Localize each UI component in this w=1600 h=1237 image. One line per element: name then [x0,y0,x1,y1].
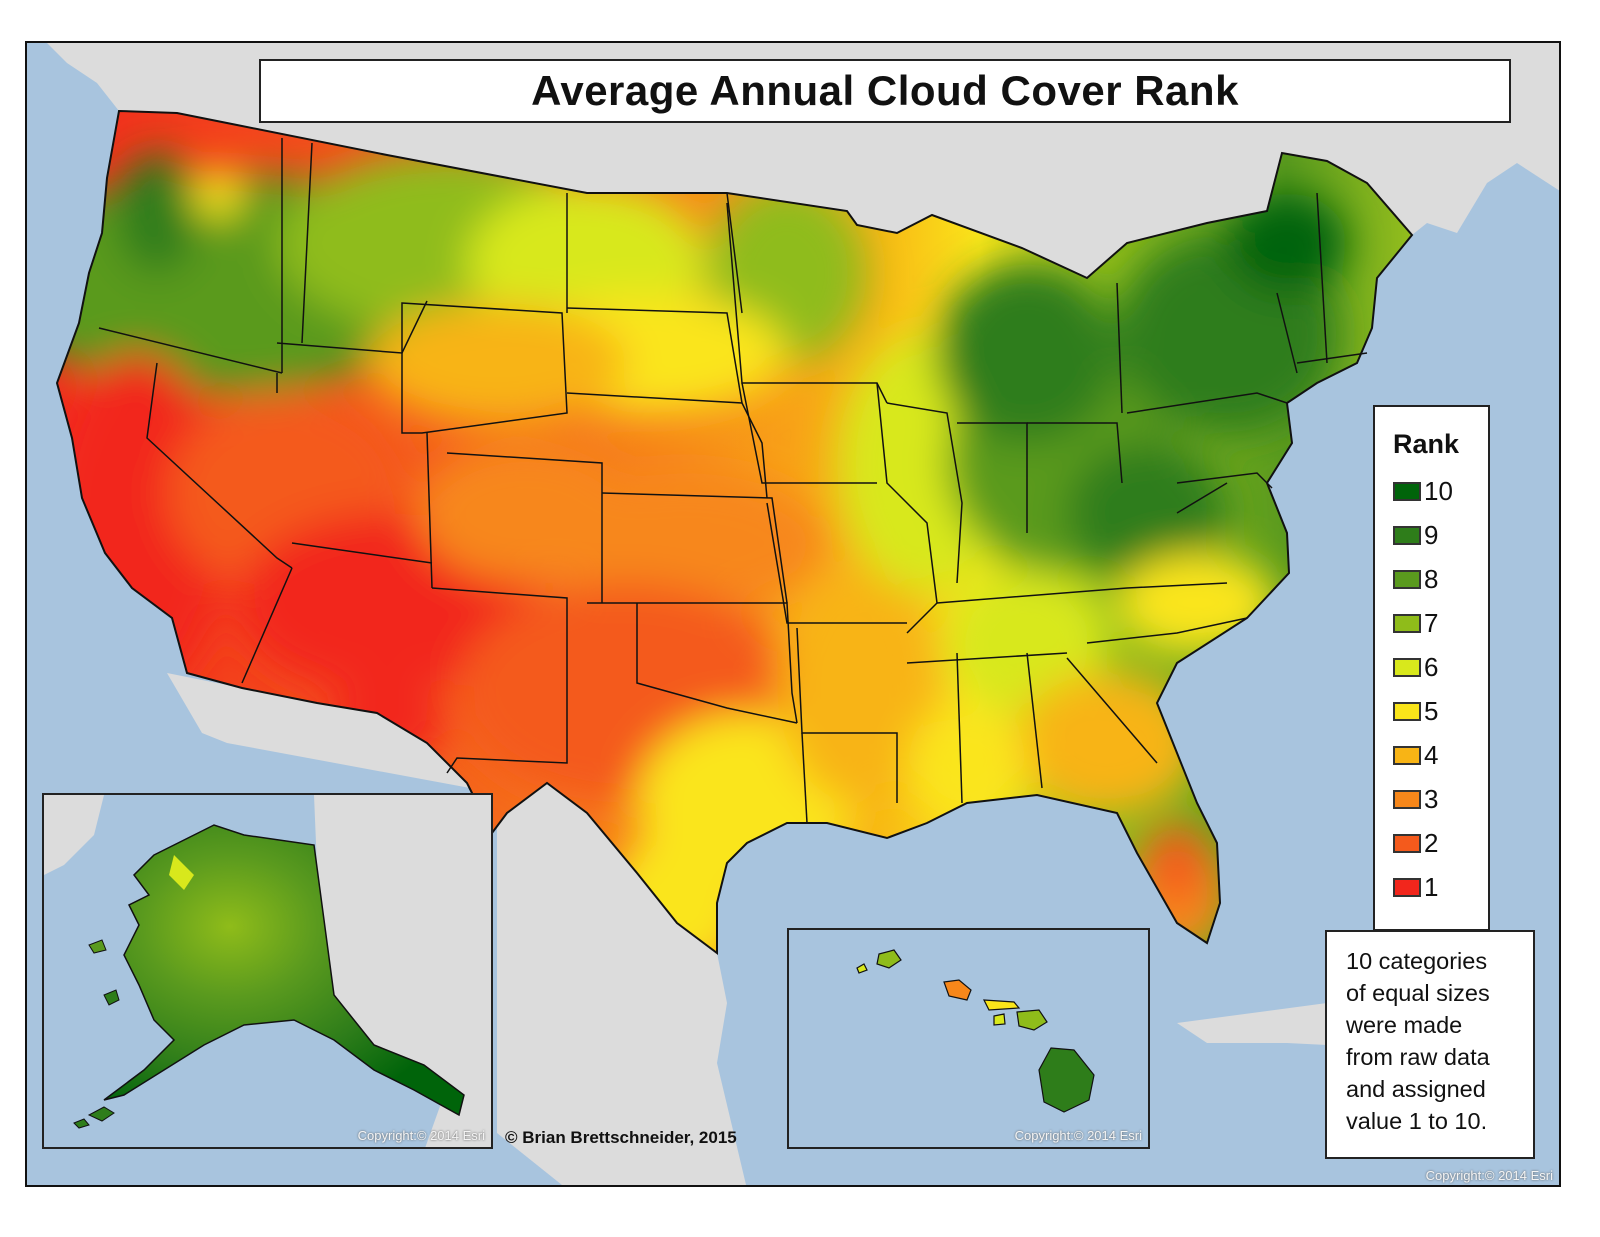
legend-item-5: 5 [1393,695,1439,726]
legend-swatch [1393,745,1421,765]
copyright-alaska: Copyright:© 2014 Esri [357,1128,485,1143]
hawaiian-islands [856,949,1095,1113]
legend-label: 4 [1424,739,1439,770]
molokai-island [982,999,1021,1011]
legend-item-4: 4 [1393,739,1439,770]
oahu-island [943,979,972,1001]
niihau-island [856,963,868,974]
cloud-cover-layer [57,111,1412,953]
note-line: value 1 to 10. [1346,1108,1488,1134]
note-line: 10 categories [1346,948,1488,974]
hawaii-inset: Copyright:© 2014 Esri [787,928,1150,1149]
russia-land [44,795,104,875]
legend-label: 8 [1424,563,1439,594]
legend-swatch [1393,877,1421,897]
legend-item-8: 8 [1393,563,1439,594]
maui-island [1016,1009,1048,1031]
st-lawrence-island [88,939,107,954]
big-island [1038,1047,1095,1113]
legend-swatch [1393,701,1421,721]
aleutian-islands [73,1106,115,1129]
legend-swatch [1393,525,1421,545]
legend-label: 3 [1424,783,1439,814]
copyright-hawaii: Copyright:© 2014 Esri [1014,1128,1142,1143]
lanai-island [993,1013,1006,1026]
legend-item-10: 10 [1393,475,1453,506]
state-boundaries [55,109,1414,955]
legend-item-7: 7 [1393,607,1439,638]
legend-label: 10 [1424,475,1453,506]
legend: Rank 10 9 8 7 6 5 4 3 [1373,405,1490,931]
legend-item-3: 3 [1393,783,1439,814]
legend-swatch [1393,481,1421,501]
hawaii-map [789,930,1148,1147]
legend-label: 9 [1424,519,1439,550]
legend-label: 6 [1424,651,1439,682]
legend-swatch [1393,657,1421,677]
legend-label: 1 [1424,871,1439,902]
map-frame: Average Annual Cloud Cover Rank Rank 10 … [25,41,1561,1187]
note-line: from raw data [1346,1044,1490,1070]
note-line: of equal sizes [1346,980,1490,1006]
legend-item-1: 1 [1393,871,1439,902]
legend-label: 2 [1424,827,1439,858]
alaska-map [44,795,491,1147]
canada-land [314,795,491,1147]
legend-swatch [1393,613,1421,633]
kauai-island [876,949,902,969]
contiguous-us-map [27,43,1559,1185]
mexico-land [167,673,747,1185]
note-line: and assigned [1346,1076,1486,1102]
map-title: Average Annual Cloud Cover Rank [531,67,1239,114]
legend-item-9: 9 [1393,519,1439,550]
nunivak-island [103,989,120,1006]
copyright-main: Copyright:© 2014 Esri [1425,1168,1553,1183]
alaska-land [103,824,465,1117]
map-title-box: Average Annual Cloud Cover Rank [259,59,1511,123]
alaska-peninsula-highlight [169,855,194,890]
legend-swatch [1393,789,1421,809]
legend-swatch [1393,833,1421,853]
note-line: were made [1346,1012,1463,1038]
legend-item-2: 2 [1393,827,1439,858]
alaska-inset: Copyright:© 2014 Esri [42,793,493,1149]
legend-label: 7 [1424,607,1439,638]
methodology-note: 10 categories of equal sizes were made f… [1325,930,1535,1159]
legend-label: 5 [1424,695,1439,726]
legend-title: Rank [1393,429,1460,459]
author-credit: © Brian Brettschneider, 2015 [505,1128,737,1147]
legend-item-6: 6 [1393,651,1439,682]
legend-swatch [1393,569,1421,589]
